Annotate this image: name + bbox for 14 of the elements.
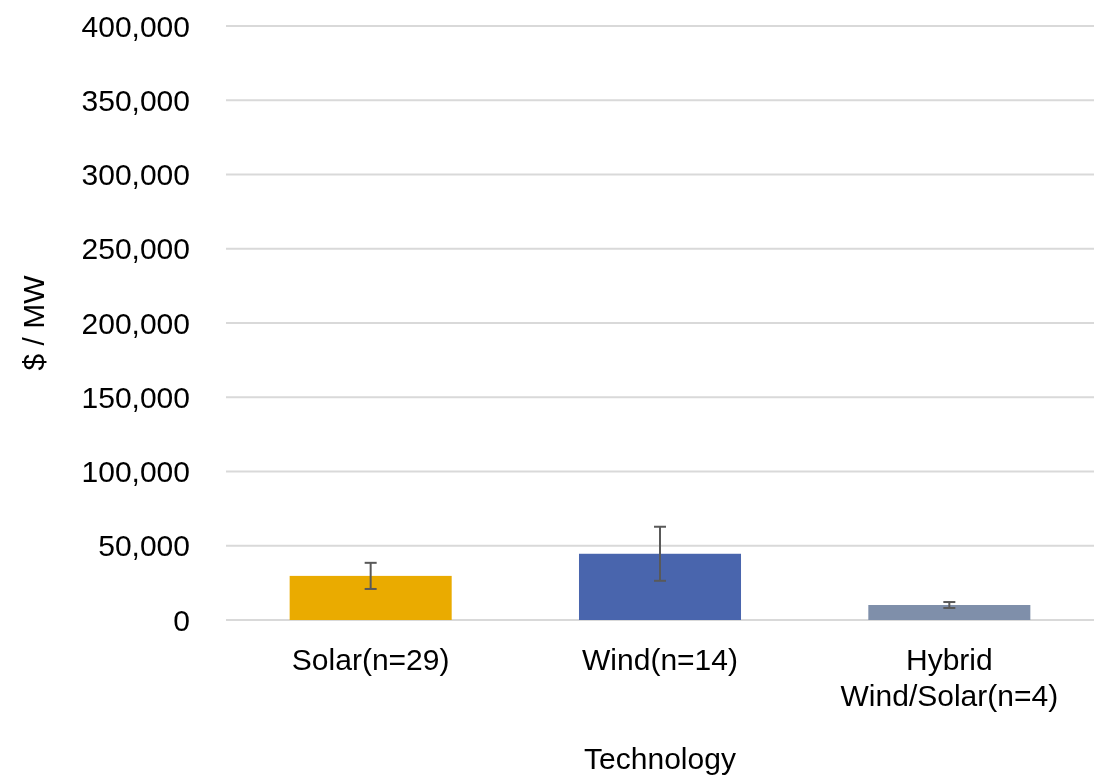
y-axis-title: $ / MW — [17, 274, 50, 371]
x-tick-label: Hybrid Wind/Solar(n=4) — [840, 643, 1059, 712]
y-tick-label: 0 — [173, 603, 190, 637]
x-axis-title: Technology — [584, 742, 736, 775]
y-tick-label: 200,000 — [81, 306, 190, 340]
y-tick-label: 350,000 — [81, 83, 190, 117]
y-tick-label: 150,000 — [81, 380, 190, 414]
x-tick-label: Solar(n=29) — [291, 643, 450, 676]
y-tick-label: 250,000 — [81, 232, 190, 266]
y-tick-label: 300,000 — [81, 158, 190, 191]
y-tick-label: 400,000 — [81, 9, 190, 43]
x-tick-label: Wind(n=14) — [582, 643, 738, 676]
y-tick-label: 50,000 — [98, 529, 190, 563]
y-tick-label: 100,000 — [81, 455, 190, 488]
